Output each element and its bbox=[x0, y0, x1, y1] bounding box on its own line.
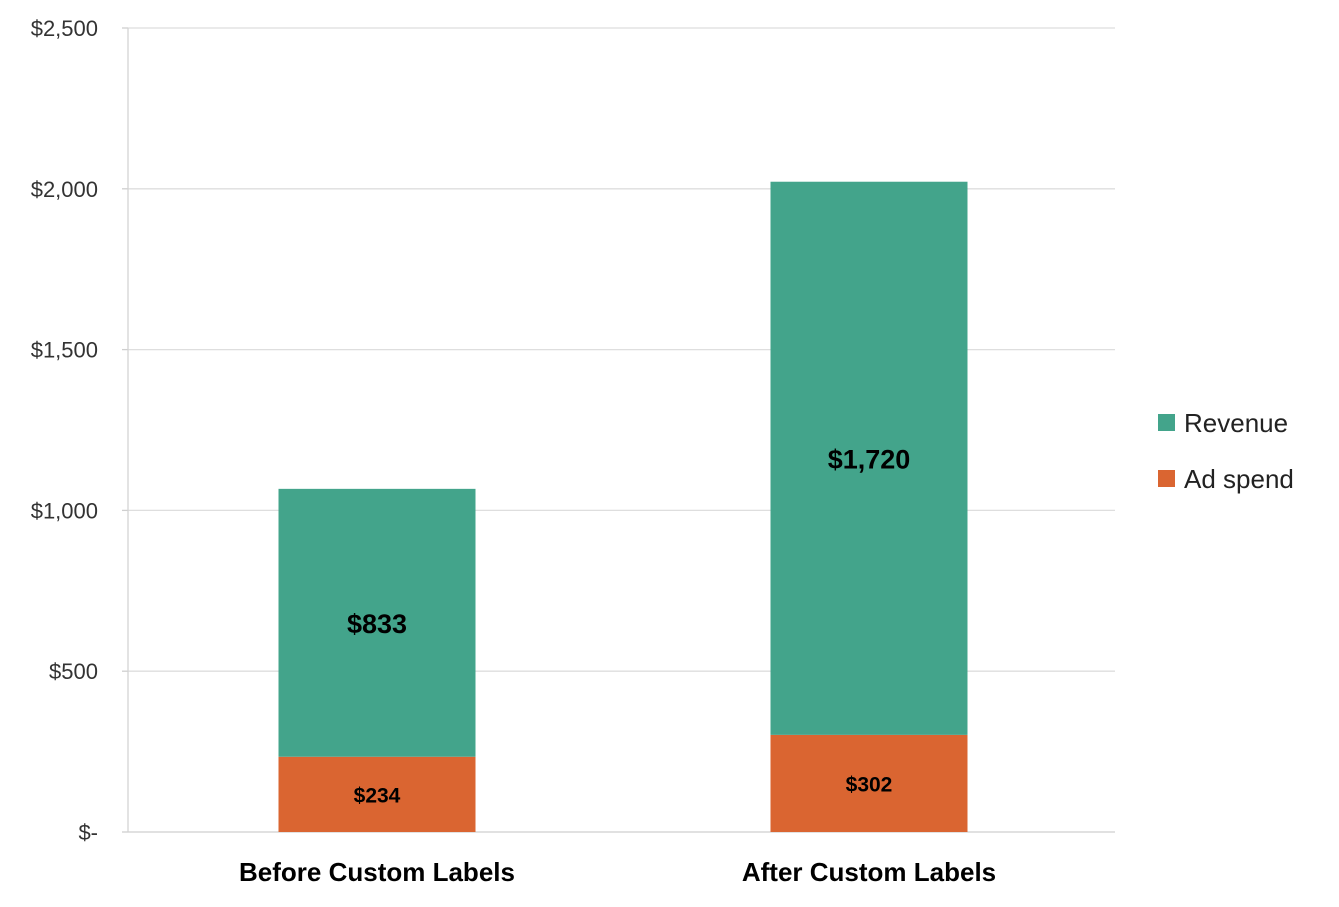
legend-label-ad-spend: Ad spend bbox=[1184, 464, 1294, 494]
legend-swatch-revenue bbox=[1158, 414, 1175, 431]
y-tick-label: $- bbox=[78, 820, 98, 845]
bars bbox=[278, 181, 968, 832]
data-label-revenue: $833 bbox=[347, 609, 407, 639]
y-tick-label: $500 bbox=[49, 659, 98, 684]
data-labels: $234 $833 $302 $1,720 bbox=[347, 444, 910, 807]
legend-label-revenue: Revenue bbox=[1184, 408, 1288, 438]
y-tick-label: $1,500 bbox=[31, 338, 98, 363]
bar-revenue bbox=[770, 181, 968, 735]
bar-ad-spend bbox=[278, 756, 476, 832]
y-tick-label: $1,000 bbox=[31, 498, 98, 523]
legend-swatch-ad-spend bbox=[1158, 470, 1175, 487]
x-tick-label: After Custom Labels bbox=[742, 857, 996, 887]
data-label-ad-spend: $234 bbox=[354, 784, 401, 807]
data-label-revenue: $1,720 bbox=[828, 444, 911, 474]
x-tick-label: Before Custom Labels bbox=[239, 857, 515, 887]
y-tick-label: $2,000 bbox=[31, 177, 98, 202]
bar-revenue bbox=[278, 488, 476, 757]
y-tick-label: $2,500 bbox=[31, 16, 98, 41]
legend: Revenue Ad spend bbox=[1158, 408, 1294, 494]
axes: $- $500 $1,000 $1,500 $2,000 $2,500 Before Cus… bbox=[31, 16, 996, 887]
bar-ad-spend bbox=[770, 734, 968, 832]
data-label-ad-spend: $302 bbox=[846, 773, 893, 796]
